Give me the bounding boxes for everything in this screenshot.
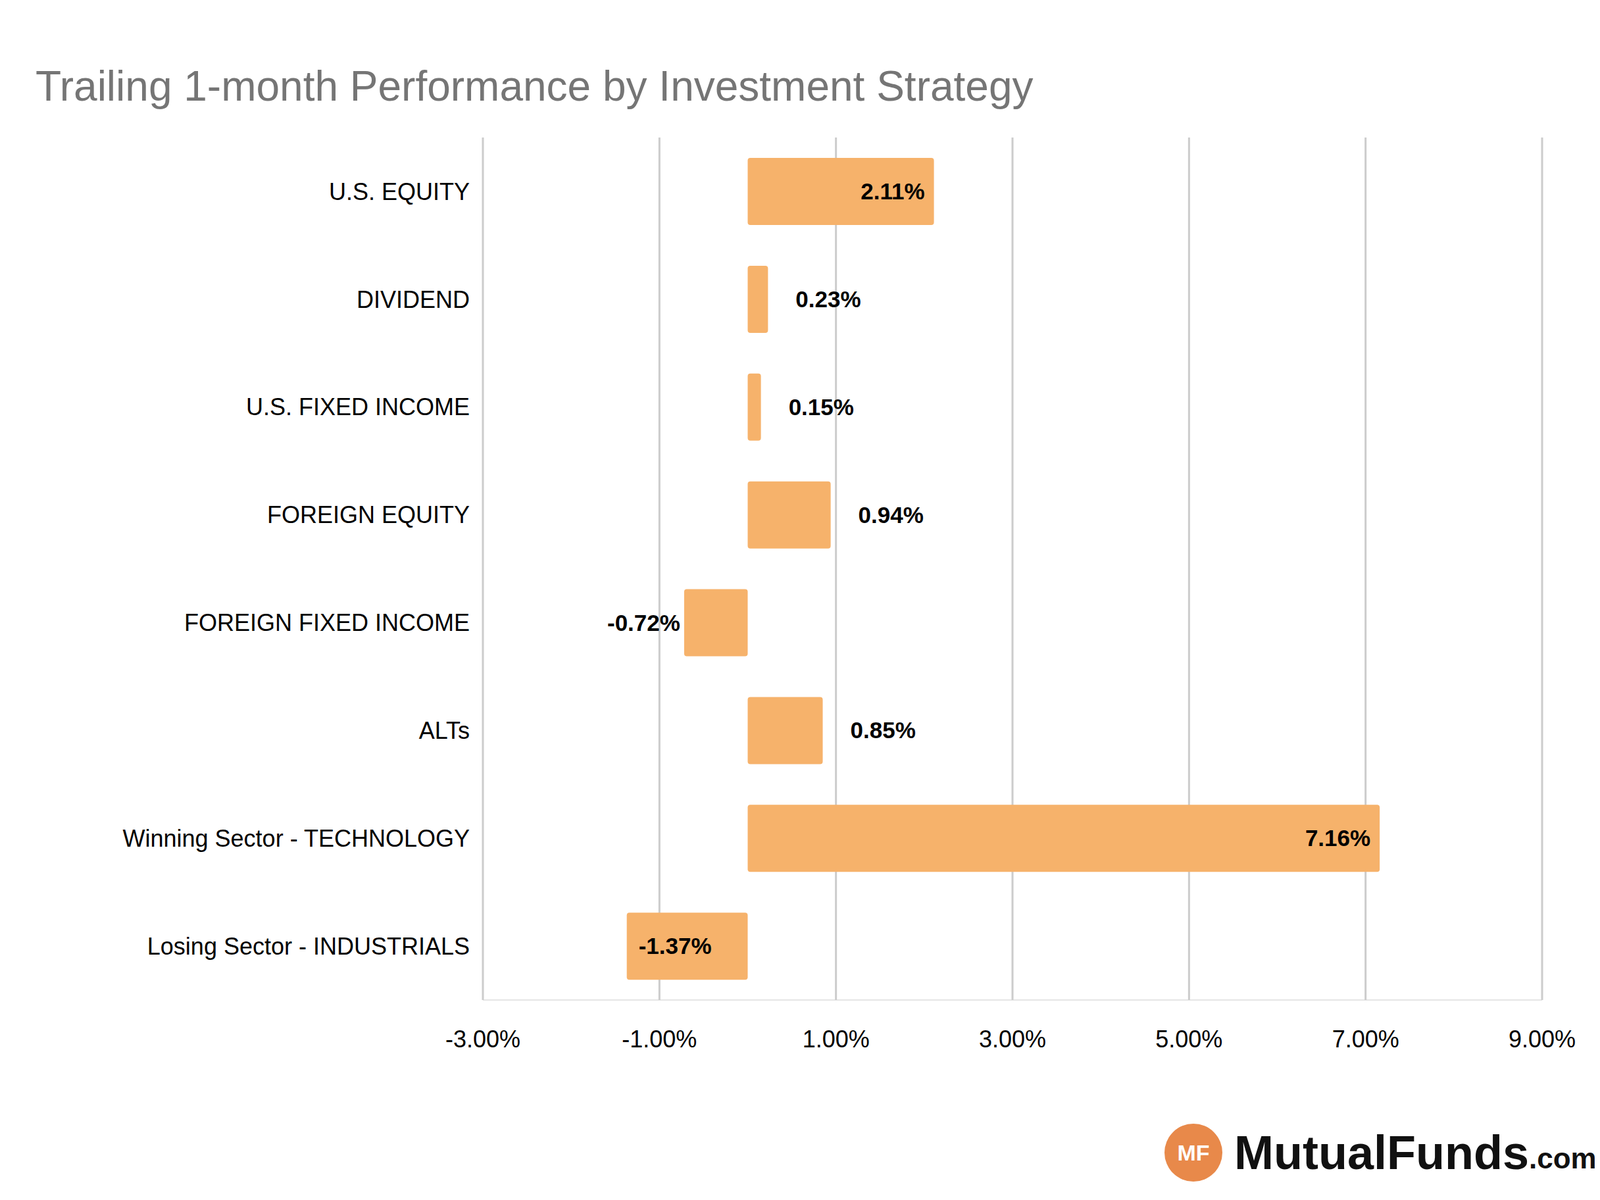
svg-text:Winning Sector - TECHNOLOGY: Winning Sector - TECHNOLOGY bbox=[123, 825, 470, 852]
svg-text:-3.00%: -3.00% bbox=[445, 1025, 521, 1053]
svg-text:0.23%: 0.23% bbox=[795, 286, 861, 312]
svg-text:FOREIGN FIXED INCOME: FOREIGN FIXED INCOME bbox=[184, 609, 470, 637]
svg-text:3.00%: 3.00% bbox=[978, 1025, 1047, 1053]
svg-text:0.85%: 0.85% bbox=[850, 717, 916, 743]
svg-text:FOREIGN EQUITY: FOREIGN EQUITY bbox=[267, 501, 470, 529]
svg-text:0.94%: 0.94% bbox=[858, 501, 924, 528]
svg-text:-1.00%: -1.00% bbox=[621, 1025, 697, 1053]
html-text:Trailing 1-month Performance b: Trailing 1-month Performance by Investme… bbox=[35, 62, 1034, 110]
svg-text:Losing Sector - INDUSTRIALS: Losing Sector - INDUSTRIALS bbox=[147, 932, 470, 960]
svg-text:1.00%: 1.00% bbox=[802, 1025, 870, 1053]
svg-text:U.S. EQUITY: U.S. EQUITY bbox=[328, 178, 470, 206]
svg-text:9.00%: 9.00% bbox=[1508, 1025, 1576, 1053]
html-text:MutualFunds.com: MutualFunds.com bbox=[1234, 1126, 1597, 1179]
svg-text:2.11%: 2.11% bbox=[860, 178, 925, 204]
svg-text:DIVIDEND: DIVIDEND bbox=[356, 286, 470, 314]
svg-text:5.00%: 5.00% bbox=[1155, 1025, 1223, 1053]
svg-text:-1.37%: -1.37% bbox=[638, 932, 712, 959]
svg-text:0.15%: 0.15% bbox=[788, 394, 854, 420]
svg-text:ALTs: ALTs bbox=[419, 717, 470, 745]
svg-text:-0.72%: -0.72% bbox=[607, 609, 681, 636]
svg-text:U.S. FIXED INCOME: U.S. FIXED INCOME bbox=[246, 393, 470, 421]
svg-text:7.00%: 7.00% bbox=[1332, 1025, 1400, 1053]
svg-text:7.16%: 7.16% bbox=[1305, 825, 1371, 851]
html-text:MF: MF bbox=[1177, 1139, 1210, 1165]
